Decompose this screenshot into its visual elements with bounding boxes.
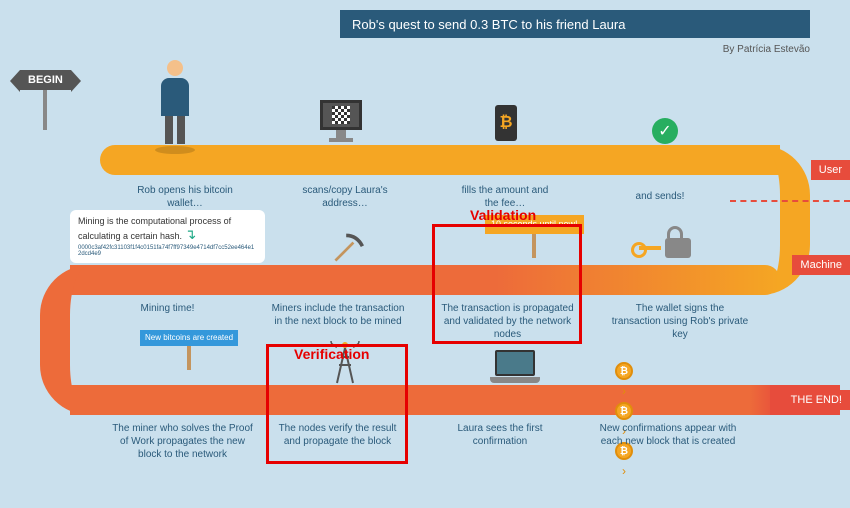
mining-explainer: Mining is the computational process of c…	[70, 210, 265, 263]
side-label-end: THE END!	[783, 390, 850, 410]
header-bar: Rob's quest to send 0.3 BTC to his frien…	[340, 10, 810, 38]
path-row-2	[70, 265, 780, 295]
step-2-3: Miners include the transaction in the ne…	[268, 302, 408, 328]
qr-icon	[332, 106, 350, 124]
laptop-icon	[490, 350, 540, 383]
coins-chain-icon: ₿› ₿› ₿›	[615, 362, 633, 478]
step-2-1: The wallet signs the transaction using R…	[610, 302, 750, 341]
step-1-1: Rob opens his bitcoin wallet…	[135, 184, 235, 210]
phone-icon: ₿	[495, 105, 517, 141]
validation-label: Validation	[470, 207, 536, 223]
header-title: Rob's quest to send 0.3 BTC to his frien…	[352, 17, 625, 32]
step-3-1: The miner who solves the Proof of Work p…	[110, 422, 255, 461]
step-1-4: and sends!	[610, 190, 710, 203]
monitor-icon	[320, 100, 362, 142]
side-label-machine: Machine	[792, 255, 850, 275]
user-machine-divider	[730, 200, 850, 202]
new-bitcoins-sign: New bitcoins are created	[140, 330, 238, 370]
validation-box	[432, 224, 582, 344]
path-row-3	[70, 385, 780, 415]
side-label-user: User	[811, 160, 850, 180]
coin-icon: ₿	[615, 402, 633, 420]
step-2-4: Mining time!	[125, 302, 210, 315]
mining-text: Mining is the computational process of c…	[78, 216, 231, 241]
check-icon: ✓	[652, 118, 678, 144]
new-bitcoins-text: New bitcoins are created	[140, 330, 238, 346]
coin-icon: ₿	[615, 362, 633, 380]
lock-key-icon	[665, 238, 691, 258]
bitcoin-icon: ₿	[499, 114, 512, 132]
begin-sign: BEGIN	[20, 70, 71, 130]
step-1-2: scans/copy Laura's address…	[295, 184, 395, 210]
begin-label: BEGIN	[20, 70, 71, 90]
pickaxe-icon	[330, 230, 366, 266]
step-3-4: New confirmations appear with each new b…	[598, 422, 738, 448]
begin-post	[43, 90, 47, 130]
person-icon	[155, 60, 195, 154]
step-3-3: Laura sees the first confirmation	[435, 422, 565, 448]
verification-box	[266, 344, 408, 464]
author-credit: By Patrícia Estevão	[723, 44, 810, 55]
path-row-1	[100, 145, 780, 175]
arrow-icon: ↴	[185, 226, 197, 242]
hash-value: 0000c3af42fc31103f1f4c0151fa74f7ff97349e…	[78, 245, 257, 257]
